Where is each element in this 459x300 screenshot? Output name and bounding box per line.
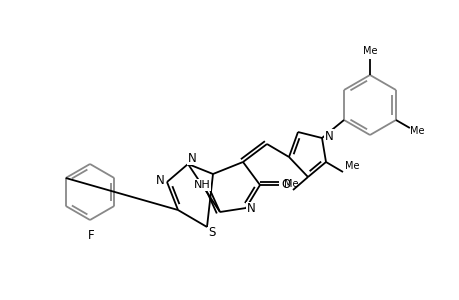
Text: N: N bbox=[324, 130, 333, 142]
Text: Me: Me bbox=[283, 179, 297, 189]
Text: Me: Me bbox=[344, 161, 359, 171]
Text: N: N bbox=[187, 152, 196, 164]
Text: S: S bbox=[208, 226, 215, 238]
Text: F: F bbox=[88, 229, 94, 242]
Text: Me: Me bbox=[362, 46, 376, 56]
Text: Me: Me bbox=[409, 126, 423, 136]
Text: NH: NH bbox=[193, 180, 210, 190]
Text: N: N bbox=[155, 173, 164, 187]
Text: N: N bbox=[246, 202, 255, 215]
Text: O: O bbox=[281, 178, 290, 190]
